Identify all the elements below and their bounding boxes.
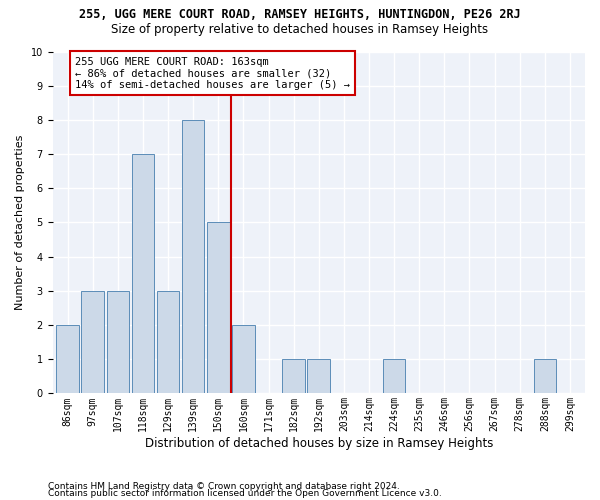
Bar xyxy=(131,154,154,394)
Text: Contains public sector information licensed under the Open Government Licence v3: Contains public sector information licen… xyxy=(48,490,442,498)
Text: Size of property relative to detached houses in Ramsey Heights: Size of property relative to detached ho… xyxy=(112,22,488,36)
Bar xyxy=(232,325,255,394)
Bar xyxy=(82,291,104,394)
Bar xyxy=(56,325,79,394)
Bar xyxy=(182,120,205,394)
Y-axis label: Number of detached properties: Number of detached properties xyxy=(15,135,25,310)
Bar xyxy=(207,222,230,394)
Bar xyxy=(383,359,406,394)
Bar xyxy=(157,291,179,394)
Bar xyxy=(283,359,305,394)
Text: Contains HM Land Registry data © Crown copyright and database right 2024.: Contains HM Land Registry data © Crown c… xyxy=(48,482,400,491)
Text: 255 UGG MERE COURT ROAD: 163sqm
← 86% of detached houses are smaller (32)
14% of: 255 UGG MERE COURT ROAD: 163sqm ← 86% of… xyxy=(75,56,350,90)
Bar xyxy=(307,359,330,394)
Text: 255, UGG MERE COURT ROAD, RAMSEY HEIGHTS, HUNTINGDON, PE26 2RJ: 255, UGG MERE COURT ROAD, RAMSEY HEIGHTS… xyxy=(79,8,521,20)
Bar xyxy=(533,359,556,394)
Bar xyxy=(107,291,129,394)
X-axis label: Distribution of detached houses by size in Ramsey Heights: Distribution of detached houses by size … xyxy=(145,437,493,450)
